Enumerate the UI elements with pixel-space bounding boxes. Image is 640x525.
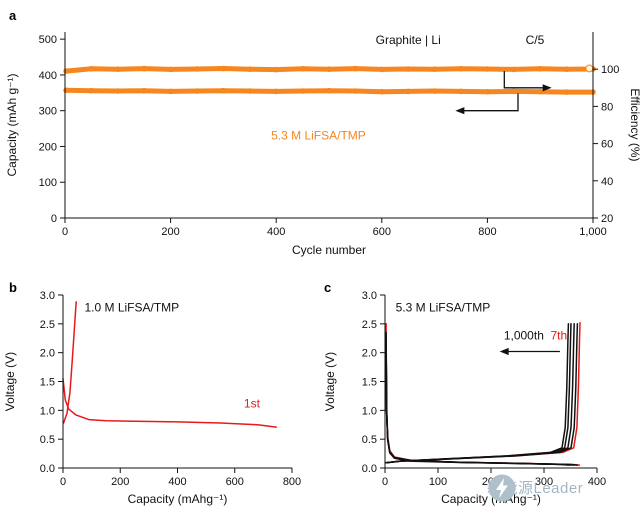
svg-text:1st: 1st <box>244 396 261 410</box>
svg-text:500: 500 <box>39 34 57 46</box>
svg-text:1.5: 1.5 <box>40 377 55 389</box>
svg-text:0: 0 <box>60 476 66 488</box>
svg-text:0.0: 0.0 <box>362 463 377 475</box>
svg-text:5.3 M LiFSA/TMP: 5.3 M LiFSA/TMP <box>271 129 366 143</box>
svg-text:Voltage (V): Voltage (V) <box>323 352 337 411</box>
watermark: 新能源Leader <box>487 474 583 501</box>
svg-text:Capacity (mAhg⁻¹): Capacity (mAhg⁻¹) <box>128 492 228 506</box>
svg-text:100: 100 <box>39 177 57 189</box>
svg-text:0: 0 <box>51 213 57 225</box>
svg-text:Graphite | Li: Graphite | Li <box>376 33 441 47</box>
svg-text:80: 80 <box>601 101 613 113</box>
chart-panel-c-voltage-profile: 5.3 M LiFSA/TMP1,000th7th01002003004000.… <box>323 290 606 506</box>
svg-text:C/5: C/5 <box>526 33 545 47</box>
svg-text:1,000th: 1,000th <box>504 328 544 342</box>
panel-label-b: b <box>9 280 17 295</box>
svg-text:1.5: 1.5 <box>362 377 377 389</box>
svg-text:400: 400 <box>39 70 57 82</box>
svg-text:Voltage (V): Voltage (V) <box>3 352 17 411</box>
svg-text:Capacity (mAhg⁻¹): Capacity (mAhg⁻¹) <box>441 492 541 506</box>
svg-text:400: 400 <box>168 476 186 488</box>
svg-text:100: 100 <box>601 64 619 76</box>
svg-text:200: 200 <box>39 141 57 153</box>
svg-text:Cycle number: Cycle number <box>292 243 366 257</box>
svg-text:600: 600 <box>373 226 391 238</box>
svg-text:2.0: 2.0 <box>362 348 377 360</box>
svg-text:2.5: 2.5 <box>362 319 377 331</box>
svg-text:100: 100 <box>429 476 447 488</box>
svg-text:Efficiency (%): Efficiency (%) <box>628 88 640 161</box>
svg-text:3.0: 3.0 <box>362 290 377 302</box>
svg-text:200: 200 <box>111 476 129 488</box>
svg-text:800: 800 <box>283 476 301 488</box>
svg-text:1.0 M LiFSA/TMP: 1.0 M LiFSA/TMP <box>84 301 179 315</box>
svg-text:2.5: 2.5 <box>40 319 55 331</box>
svg-text:1.0: 1.0 <box>362 405 377 417</box>
svg-text:5.3 M LiFSA/TMP: 5.3 M LiFSA/TMP <box>396 301 491 315</box>
svg-text:40: 40 <box>601 176 613 188</box>
svg-text:20: 20 <box>601 213 613 225</box>
svg-text:0.5: 0.5 <box>40 434 55 446</box>
svg-text:400: 400 <box>588 476 606 488</box>
svg-text:7th: 7th <box>550 328 567 342</box>
svg-text:3.0: 3.0 <box>40 290 55 302</box>
panel-label-a: a <box>9 8 17 23</box>
watermark-logo-energy-bolt-icon <box>488 474 516 501</box>
svg-text:0.5: 0.5 <box>362 434 377 446</box>
svg-text:0: 0 <box>62 226 68 238</box>
svg-text:0.0: 0.0 <box>40 463 55 475</box>
chart-panel-b-voltage-profile: 1.0 M LiFSA/TMP 1st 0 200 400 600 800 0.0 0.5 1.0… <box>3 290 301 506</box>
svg-text:400: 400 <box>267 226 285 238</box>
svg-text:1,000: 1,000 <box>579 226 607 238</box>
svg-text:600: 600 <box>226 476 244 488</box>
svg-text:1.0: 1.0 <box>40 405 55 417</box>
svg-text:2.0: 2.0 <box>40 348 55 360</box>
svg-text:Capacity (mAh g⁻¹): Capacity (mAh g⁻¹) <box>5 73 19 176</box>
svg-text:60: 60 <box>601 139 613 151</box>
svg-text:0: 0 <box>382 476 388 488</box>
svg-text:800: 800 <box>478 226 496 238</box>
svg-text:300: 300 <box>535 476 553 488</box>
svg-text:300: 300 <box>39 106 57 118</box>
svg-text:200: 200 <box>161 226 179 238</box>
panel-label-c: c <box>324 280 332 295</box>
